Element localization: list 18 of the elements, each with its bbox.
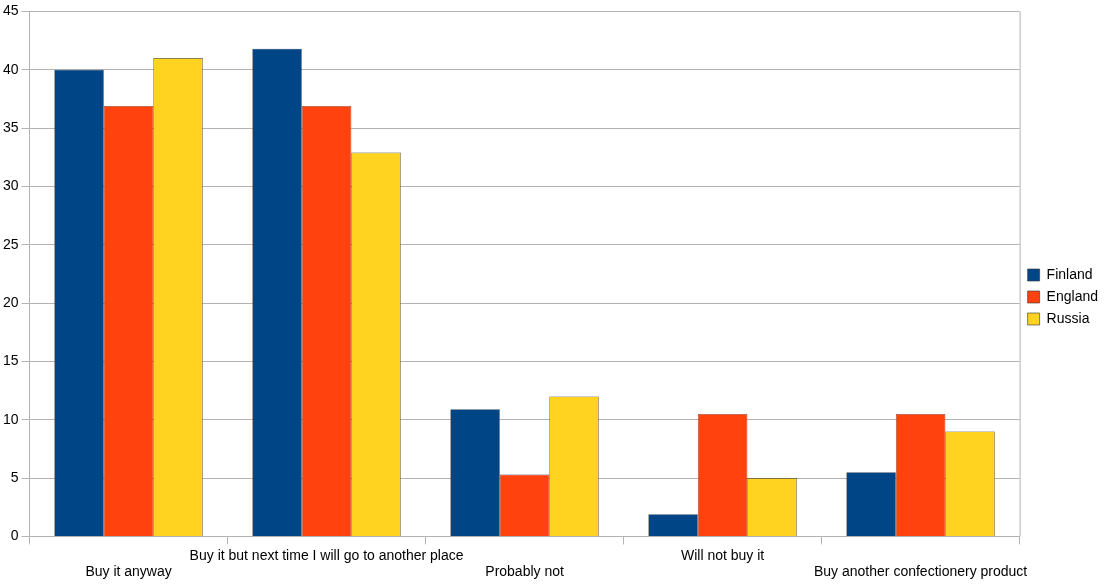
x-tick-label: Buy another confectionery product xyxy=(813,563,1028,580)
legend-label: Russia xyxy=(1046,309,1090,326)
y-tick-label: 0 xyxy=(10,527,19,544)
x-tick-label: Buy it anyway xyxy=(85,563,172,580)
y-tick-label: 25 xyxy=(2,235,19,252)
y-tick-label: 40 xyxy=(2,60,19,77)
y-tick-label: 30 xyxy=(2,177,19,194)
x-tick-label: Probably not xyxy=(485,563,565,580)
y-tick-label: 15 xyxy=(2,352,19,369)
y-tick-label: 5 xyxy=(10,468,19,485)
legend-label: Finland xyxy=(1046,265,1093,282)
y-tick-label: 20 xyxy=(2,293,19,310)
y-tick-label: 35 xyxy=(2,118,19,135)
y-tick-label: 45 xyxy=(2,2,19,19)
x-tick-label: Buy it but next time I will go to another place xyxy=(189,546,464,563)
legend-label: England xyxy=(1046,287,1099,304)
y-tick-label: 10 xyxy=(2,410,19,427)
x-tick-label: Will not buy it xyxy=(680,546,765,563)
